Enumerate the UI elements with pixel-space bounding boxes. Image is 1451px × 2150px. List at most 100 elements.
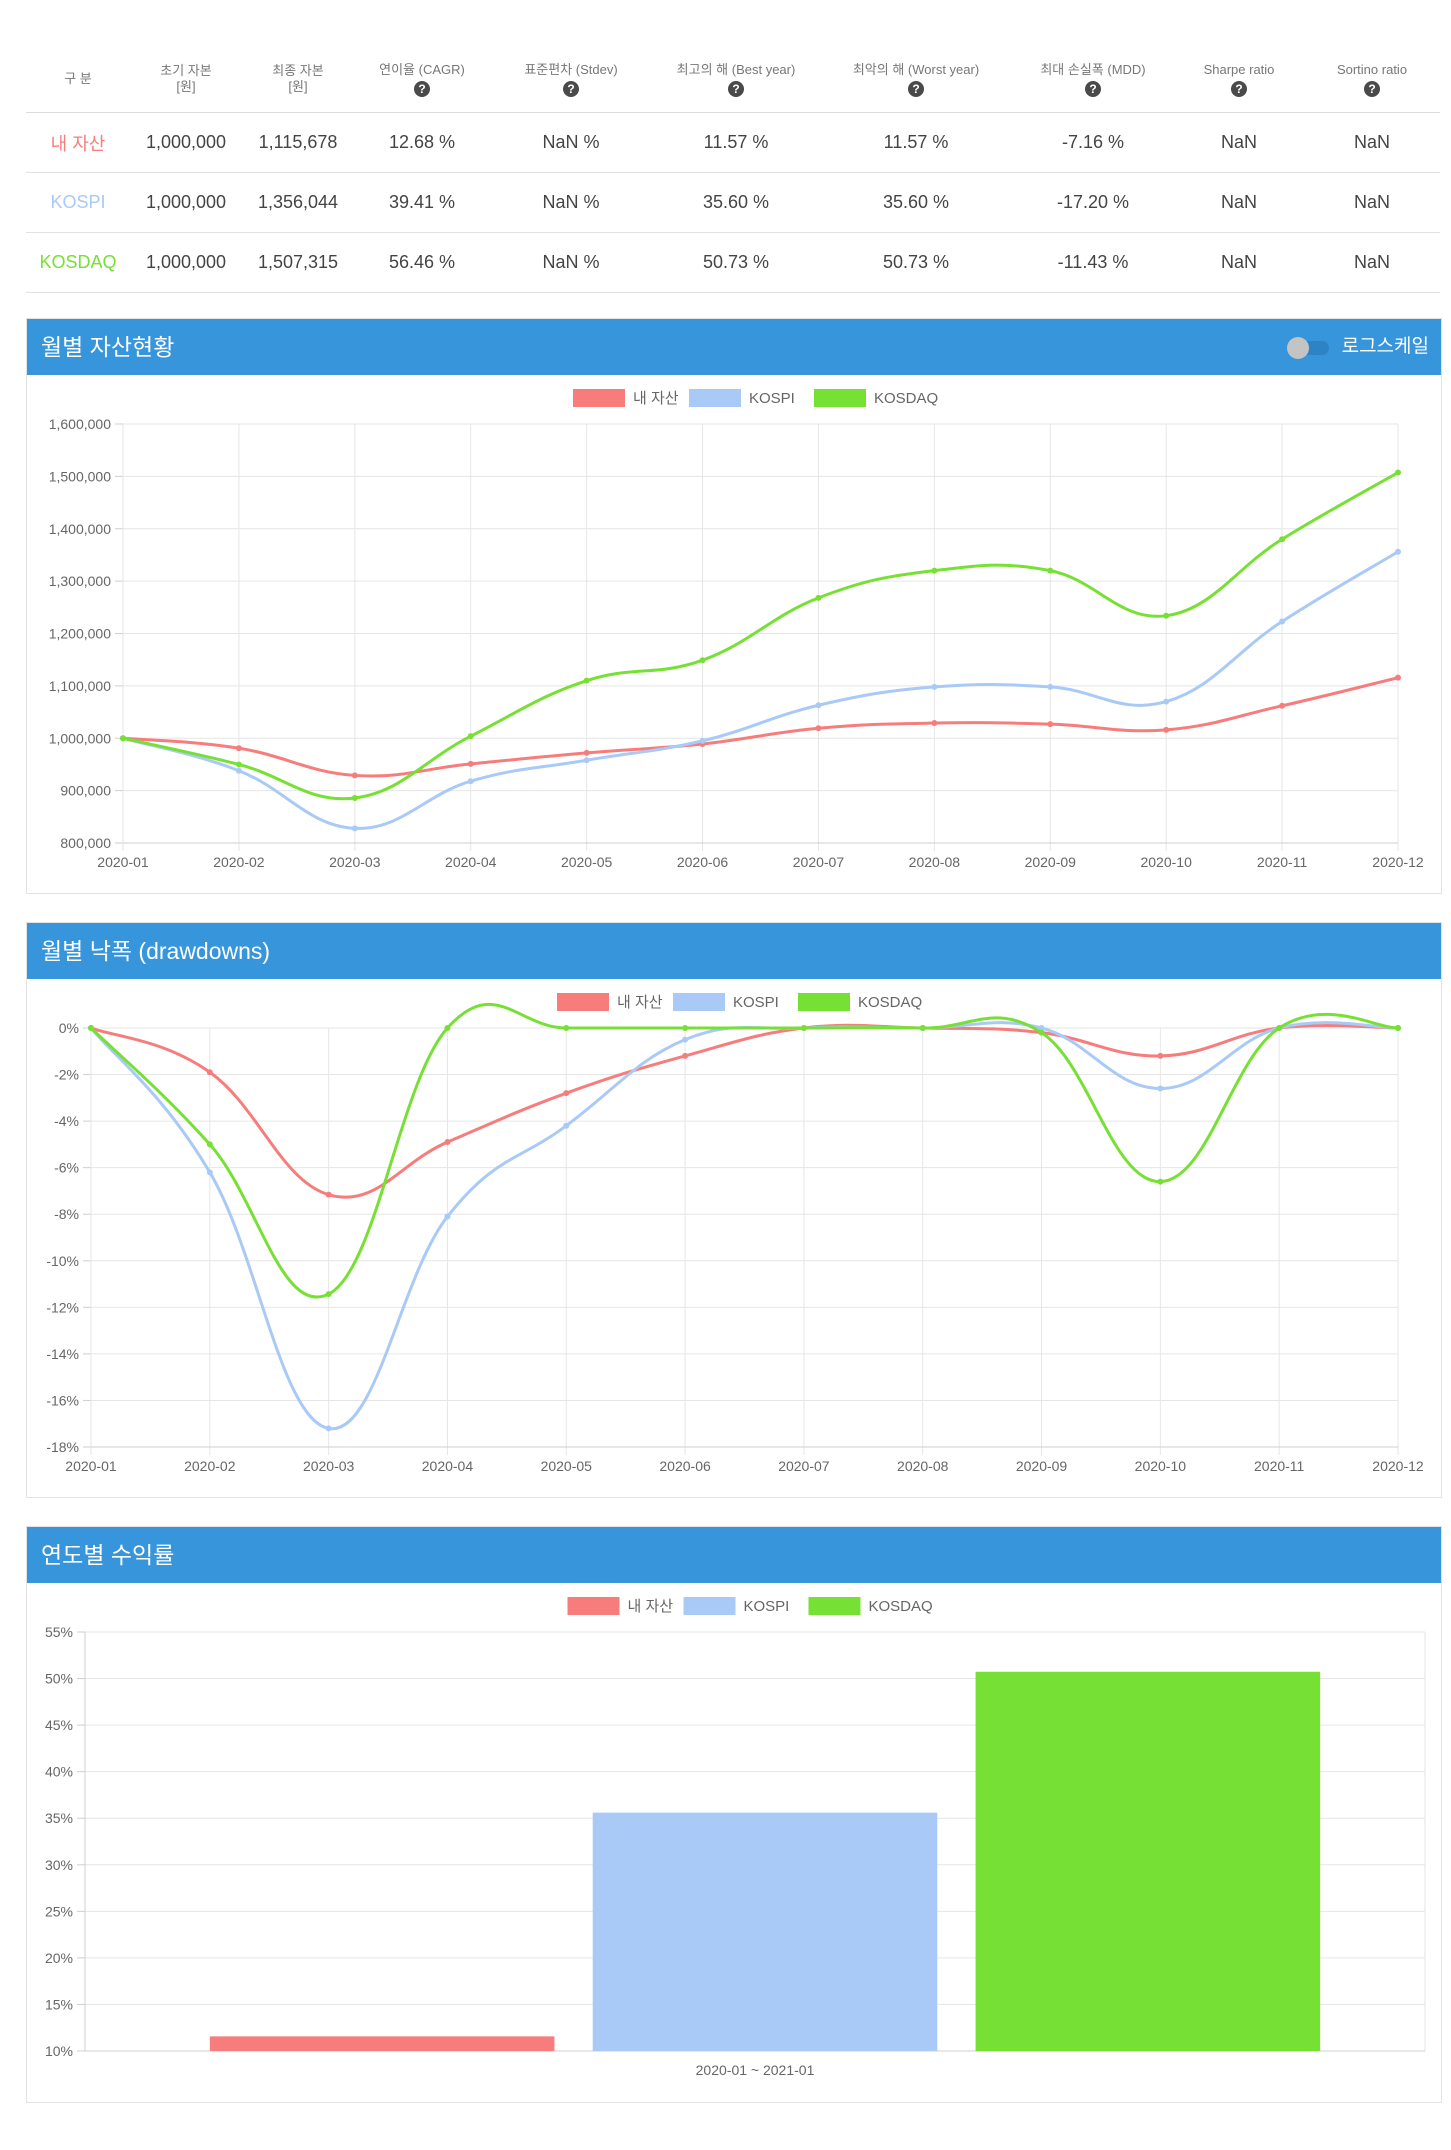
yearly-returns-chart: 10% 15% 20% 25% 30% 35% 40% 45% 50% 55% 2020-01 ~ … xyxy=(45,1597,1426,2078)
help-icon[interactable]: ? xyxy=(1085,80,1101,97)
help-icon[interactable]: ? xyxy=(414,80,430,97)
bar xyxy=(209,2036,555,2051)
legend-label: 내 자산 xyxy=(633,390,679,407)
series-line xyxy=(89,1021,1399,1430)
x-tick-label: 2020-12 xyxy=(1372,1458,1424,1474)
legend-swatch xyxy=(689,389,741,407)
data-point xyxy=(682,1052,689,1059)
column-header: Sortino ratio? xyxy=(1304,46,1440,113)
y-tick-label: 20% xyxy=(45,1950,73,1966)
data-point xyxy=(1279,618,1286,625)
data-point xyxy=(1047,567,1054,574)
data-point xyxy=(931,720,938,727)
data-point xyxy=(206,1169,213,1176)
y-tick-label: -10% xyxy=(46,1253,79,1269)
table-cell: NaN % xyxy=(490,172,652,233)
x-tick-label: 2020-03 xyxy=(329,854,381,870)
data-point xyxy=(235,767,242,774)
data-point xyxy=(1157,1052,1164,1059)
table-cell: NaN % xyxy=(490,112,652,173)
table-cell: NaN xyxy=(1174,232,1304,293)
data-point xyxy=(1163,698,1170,705)
y-tick-label: 40% xyxy=(45,1764,73,1780)
monthly-assets-header: 월별 자산현황 로그스케일 xyxy=(27,319,1441,375)
data-point xyxy=(1163,612,1170,619)
x-tick-label: 2020-01 ~ 2021-01 xyxy=(696,2062,815,2078)
yearly-returns-panel: 연도별 수익률 10% 15% 20% 25% 30% 35% 40% 45% 50% 55% 20… xyxy=(26,1526,1442,2103)
column-header-text: Sharpe ratio xyxy=(1203,61,1275,77)
table-cell: 50.73 % xyxy=(820,232,1012,293)
table-row: KOSDAQ 1,000,000 1,507,315 56.46 % NaN % 50.7… xyxy=(26,232,1440,293)
x-tick-label: 2020-04 xyxy=(422,1458,474,1474)
help-icon[interactable]: ? xyxy=(1231,80,1247,97)
column-header: 최악의 해 (Worst year)? xyxy=(820,46,1012,113)
x-tick-label: 2020-07 xyxy=(778,1458,830,1474)
column-header-text: 표준편차 (Stdev) xyxy=(524,61,618,77)
data-point xyxy=(682,1025,689,1031)
data-point xyxy=(444,1213,451,1220)
data-point xyxy=(1047,683,1054,690)
legend-label: KOSDAQ xyxy=(869,1598,933,1615)
series-line xyxy=(122,550,1399,830)
column-header: 연이율 (CAGR)? xyxy=(354,46,490,113)
legend-label: 내 자산 xyxy=(617,994,663,1011)
help-icon[interactable]: ? xyxy=(908,80,924,97)
y-tick-label: -8% xyxy=(54,1206,79,1222)
table-cell: -11.43 % xyxy=(1012,232,1174,293)
table-cell: NaN xyxy=(1304,172,1440,233)
log-scale-toggle-knob xyxy=(1287,337,1309,359)
x-tick-label: 2020-11 xyxy=(1254,1458,1305,1474)
data-point xyxy=(206,1141,213,1148)
data-point xyxy=(1395,1025,1401,1031)
table-cell: 35.60 % xyxy=(820,172,1012,233)
legend-swatch xyxy=(567,1597,620,1615)
x-tick-label: 2020-04 xyxy=(445,854,497,870)
series-line xyxy=(90,1023,1399,1199)
log-scale-toggle[interactable] xyxy=(1287,337,1331,359)
x-tick-label: 2020-10 xyxy=(1135,1458,1187,1474)
data-point xyxy=(120,735,126,742)
data-point xyxy=(583,757,590,764)
table-cell: 50.73 % xyxy=(652,232,820,293)
data-point xyxy=(815,702,822,709)
table-cell: NaN xyxy=(1174,172,1304,233)
table-cell: 12.68 % xyxy=(354,112,490,173)
column-header: 최종 자본 [원] xyxy=(242,46,354,113)
y-tick-label: 1,300,000 xyxy=(49,573,111,589)
legend-swatch xyxy=(683,1597,736,1615)
data-point xyxy=(815,594,822,601)
help-icon[interactable]: ? xyxy=(1364,80,1380,97)
y-tick-label: -18% xyxy=(46,1439,79,1455)
data-point xyxy=(1395,548,1401,555)
data-point xyxy=(931,567,938,574)
table-cell: NaN % xyxy=(490,232,652,293)
legend-label: KOSPI xyxy=(744,1598,790,1615)
data-point xyxy=(325,1425,332,1432)
data-point xyxy=(1038,1025,1045,1031)
table-cell: 11.57 % xyxy=(820,112,1012,173)
y-tick-label: 1,400,000 xyxy=(49,521,111,537)
column-header: 최대 손실폭 (MDD)? xyxy=(1012,46,1174,113)
data-point xyxy=(1163,726,1170,733)
data-point xyxy=(235,745,242,752)
row-name: KOSDAQ xyxy=(26,232,130,293)
y-tick-label: 1,200,000 xyxy=(49,626,111,642)
column-header-text: 초기 자본 xyxy=(160,63,212,78)
data-point xyxy=(444,1025,451,1031)
drawdowns-title: 월별 낙폭 (drawdowns) xyxy=(41,938,271,964)
data-point xyxy=(1157,1085,1164,1092)
drawdowns-chart: 0% -2% -4% -6% -8% -10% -12% -14% -16% -18% 2020-0… xyxy=(46,993,1424,1474)
data-point xyxy=(815,725,822,732)
data-point xyxy=(699,737,706,744)
y-tick-label: -2% xyxy=(54,1067,79,1083)
x-tick-label: 2020-11 xyxy=(1257,854,1308,870)
data-point xyxy=(1395,674,1401,681)
help-icon[interactable]: ? xyxy=(563,80,579,97)
x-tick-label: 2020-09 xyxy=(1016,1458,1068,1474)
x-tick-label: 2020-02 xyxy=(184,1458,236,1474)
series-line xyxy=(122,676,1399,778)
data-point xyxy=(351,825,358,832)
help-icon[interactable]: ? xyxy=(728,80,744,97)
yearly-returns-title: 연도별 수익률 xyxy=(41,1542,175,1568)
x-tick-label: 2020-03 xyxy=(303,1458,355,1474)
